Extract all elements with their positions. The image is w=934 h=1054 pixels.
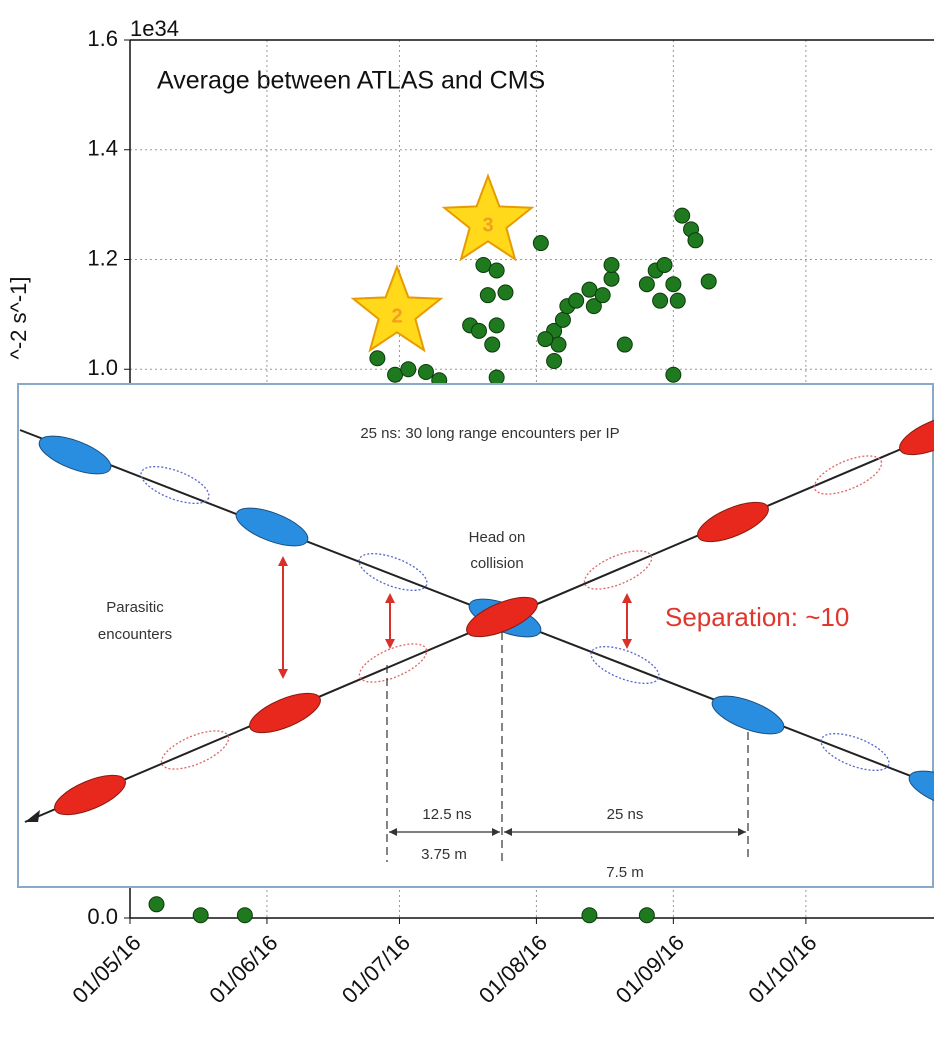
- point: [236, 907, 253, 924]
- red-bunch: [899, 414, 934, 456]
- dotted-bunch: [590, 645, 660, 685]
- point: [488, 369, 505, 386]
- point: [537, 331, 554, 348]
- point: [674, 207, 691, 224]
- arrow-head: [385, 639, 395, 649]
- arrow-head: [622, 639, 632, 649]
- dotted-bunch: [583, 550, 653, 590]
- x-tick-label: 01/06/16: [204, 930, 282, 1008]
- point: [665, 366, 682, 383]
- point: [603, 256, 620, 273]
- dotted-bunch: [358, 552, 428, 592]
- arrow-head: [25, 810, 40, 822]
- x-tick-label: 01/10/16: [743, 930, 821, 1008]
- point: [484, 336, 501, 353]
- arrow-head: [504, 828, 512, 836]
- arrow-head: [278, 669, 288, 679]
- point: [581, 907, 598, 924]
- parasitic-label: encounters: [98, 626, 172, 643]
- blue-bunch: [711, 695, 785, 735]
- spacing-label: 25 ns: [607, 806, 644, 823]
- dotted-bunch: [358, 643, 428, 683]
- x-tick-label: 01/08/16: [474, 930, 552, 1008]
- red-bunch: [249, 692, 321, 734]
- spacing-label: 12.5 ns: [422, 806, 471, 823]
- x-tick-label: 01/07/16: [337, 930, 415, 1008]
- arrow-head: [492, 828, 500, 836]
- beam-diagram: 25 ns: 30 long range encounters per IP H…: [17, 383, 934, 888]
- red-bunch: [697, 501, 769, 543]
- head-on-label: collision: [470, 555, 523, 572]
- point: [532, 235, 549, 252]
- point: [148, 896, 165, 913]
- dotted-bunch: [160, 730, 230, 770]
- point: [700, 273, 717, 290]
- point: [488, 262, 505, 279]
- point: [603, 270, 620, 287]
- point: [638, 907, 655, 924]
- point: [616, 336, 633, 353]
- blue-bunch: [908, 770, 934, 810]
- point: [470, 322, 487, 339]
- point: [585, 298, 602, 315]
- y-tick-label: 1.6: [87, 26, 118, 51]
- red-bunch: [466, 596, 538, 638]
- dotted-bunch: [140, 465, 210, 505]
- point: [638, 276, 655, 293]
- arrow-head: [385, 593, 395, 603]
- head-on-label: Head on: [469, 529, 526, 546]
- point: [497, 284, 514, 301]
- point: [369, 350, 386, 367]
- point: [546, 353, 563, 370]
- x-tick-label: 01/09/16: [611, 930, 689, 1008]
- y-tick-label: 1.0: [87, 355, 118, 380]
- arrow-head: [622, 593, 632, 603]
- blue-bunch: [235, 507, 309, 547]
- y-tick-label: 1.4: [87, 136, 118, 161]
- star-marker: [350, 264, 444, 353]
- point: [475, 256, 492, 273]
- y-axis-label: ^-2 s^-1]: [6, 277, 31, 360]
- arrow-head: [738, 828, 746, 836]
- point: [652, 292, 669, 309]
- star-marker: [441, 173, 535, 262]
- arrow-head: [389, 828, 397, 836]
- point: [192, 907, 209, 924]
- point: [554, 311, 571, 328]
- point: [550, 336, 567, 353]
- star-label: 3: [482, 214, 493, 236]
- x-tick-label: 01/05/16: [67, 930, 145, 1008]
- point: [417, 363, 434, 380]
- point: [568, 292, 585, 309]
- offset-text: 1e34: [130, 16, 179, 41]
- parasitic-label: Parasitic: [106, 599, 164, 616]
- y-tick-label: 0.0: [87, 904, 118, 929]
- diagram-header: 25 ns: 30 long range encounters per IP: [360, 425, 619, 442]
- dotted-bunch: [820, 732, 890, 772]
- blue-bunch: [38, 435, 112, 475]
- point: [665, 276, 682, 293]
- red-bunch: [54, 774, 126, 816]
- point: [488, 317, 505, 334]
- spacing-label: 7.5 m: [606, 864, 644, 881]
- point: [479, 287, 496, 304]
- point: [581, 281, 598, 298]
- point: [594, 287, 611, 304]
- point: [687, 232, 704, 249]
- dotted-bunch: [813, 455, 883, 495]
- y-tick-label: 1.2: [87, 245, 118, 270]
- separation-label: Separation: ~10: [665, 602, 849, 632]
- star-label: 2: [391, 305, 402, 327]
- arrow-head: [278, 556, 288, 566]
- point: [400, 361, 417, 378]
- annotation: Average between ATLAS and CMS: [157, 67, 545, 95]
- spacing-label: 3.75 m: [421, 846, 467, 863]
- point: [656, 256, 673, 273]
- point: [387, 366, 404, 383]
- point: [669, 292, 686, 309]
